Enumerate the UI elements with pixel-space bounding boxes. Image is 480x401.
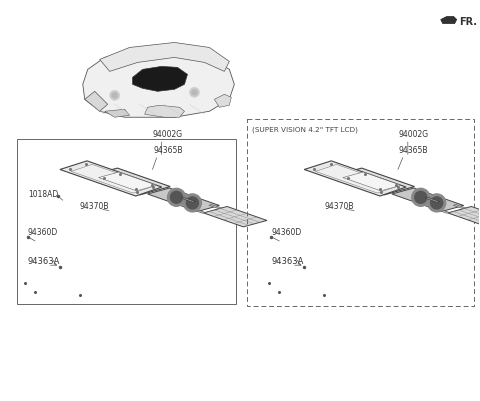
Text: 94365B: 94365B [399,146,428,155]
Polygon shape [392,188,464,212]
Polygon shape [132,67,188,92]
Polygon shape [315,165,398,194]
Polygon shape [100,43,229,72]
Polygon shape [192,209,205,214]
Text: 94002G: 94002G [399,130,429,139]
Circle shape [109,91,120,101]
Polygon shape [441,18,456,24]
Circle shape [186,197,198,209]
Circle shape [183,194,202,213]
Text: 94002G: 94002G [153,130,182,139]
Text: 94370B: 94370B [80,202,109,211]
Circle shape [170,192,182,204]
Circle shape [168,189,185,207]
Text: 1018AD: 1018AD [28,189,58,198]
Polygon shape [60,162,162,196]
Polygon shape [448,207,480,227]
Polygon shape [304,162,406,196]
Text: FR.: FR. [459,16,477,26]
Text: 94370B: 94370B [324,202,354,211]
Text: 94360D: 94360D [271,228,301,237]
Polygon shape [144,106,184,118]
Circle shape [415,192,427,204]
Circle shape [190,88,199,98]
Polygon shape [71,165,154,194]
Polygon shape [425,198,440,203]
Polygon shape [85,92,108,112]
Circle shape [412,189,430,207]
Polygon shape [105,110,130,118]
Circle shape [192,90,197,96]
Polygon shape [87,169,170,195]
Circle shape [428,194,446,213]
Polygon shape [98,172,157,191]
Polygon shape [204,207,267,227]
Polygon shape [453,205,466,209]
Polygon shape [180,198,195,203]
Text: 94365B: 94365B [154,146,183,155]
Polygon shape [215,95,231,108]
Text: 94363A: 94363A [271,257,303,265]
Polygon shape [437,209,449,214]
Text: (SUPER VISION 4.2" TFT LCD): (SUPER VISION 4.2" TFT LCD) [252,126,358,132]
Bar [247,120,474,306]
Polygon shape [343,172,401,191]
Polygon shape [332,169,415,195]
Polygon shape [83,50,234,118]
Text: 94360D: 94360D [28,228,58,237]
Circle shape [112,93,118,99]
Polygon shape [147,188,219,212]
Circle shape [431,197,443,209]
Polygon shape [209,205,222,209]
Text: 94363A: 94363A [28,257,60,265]
